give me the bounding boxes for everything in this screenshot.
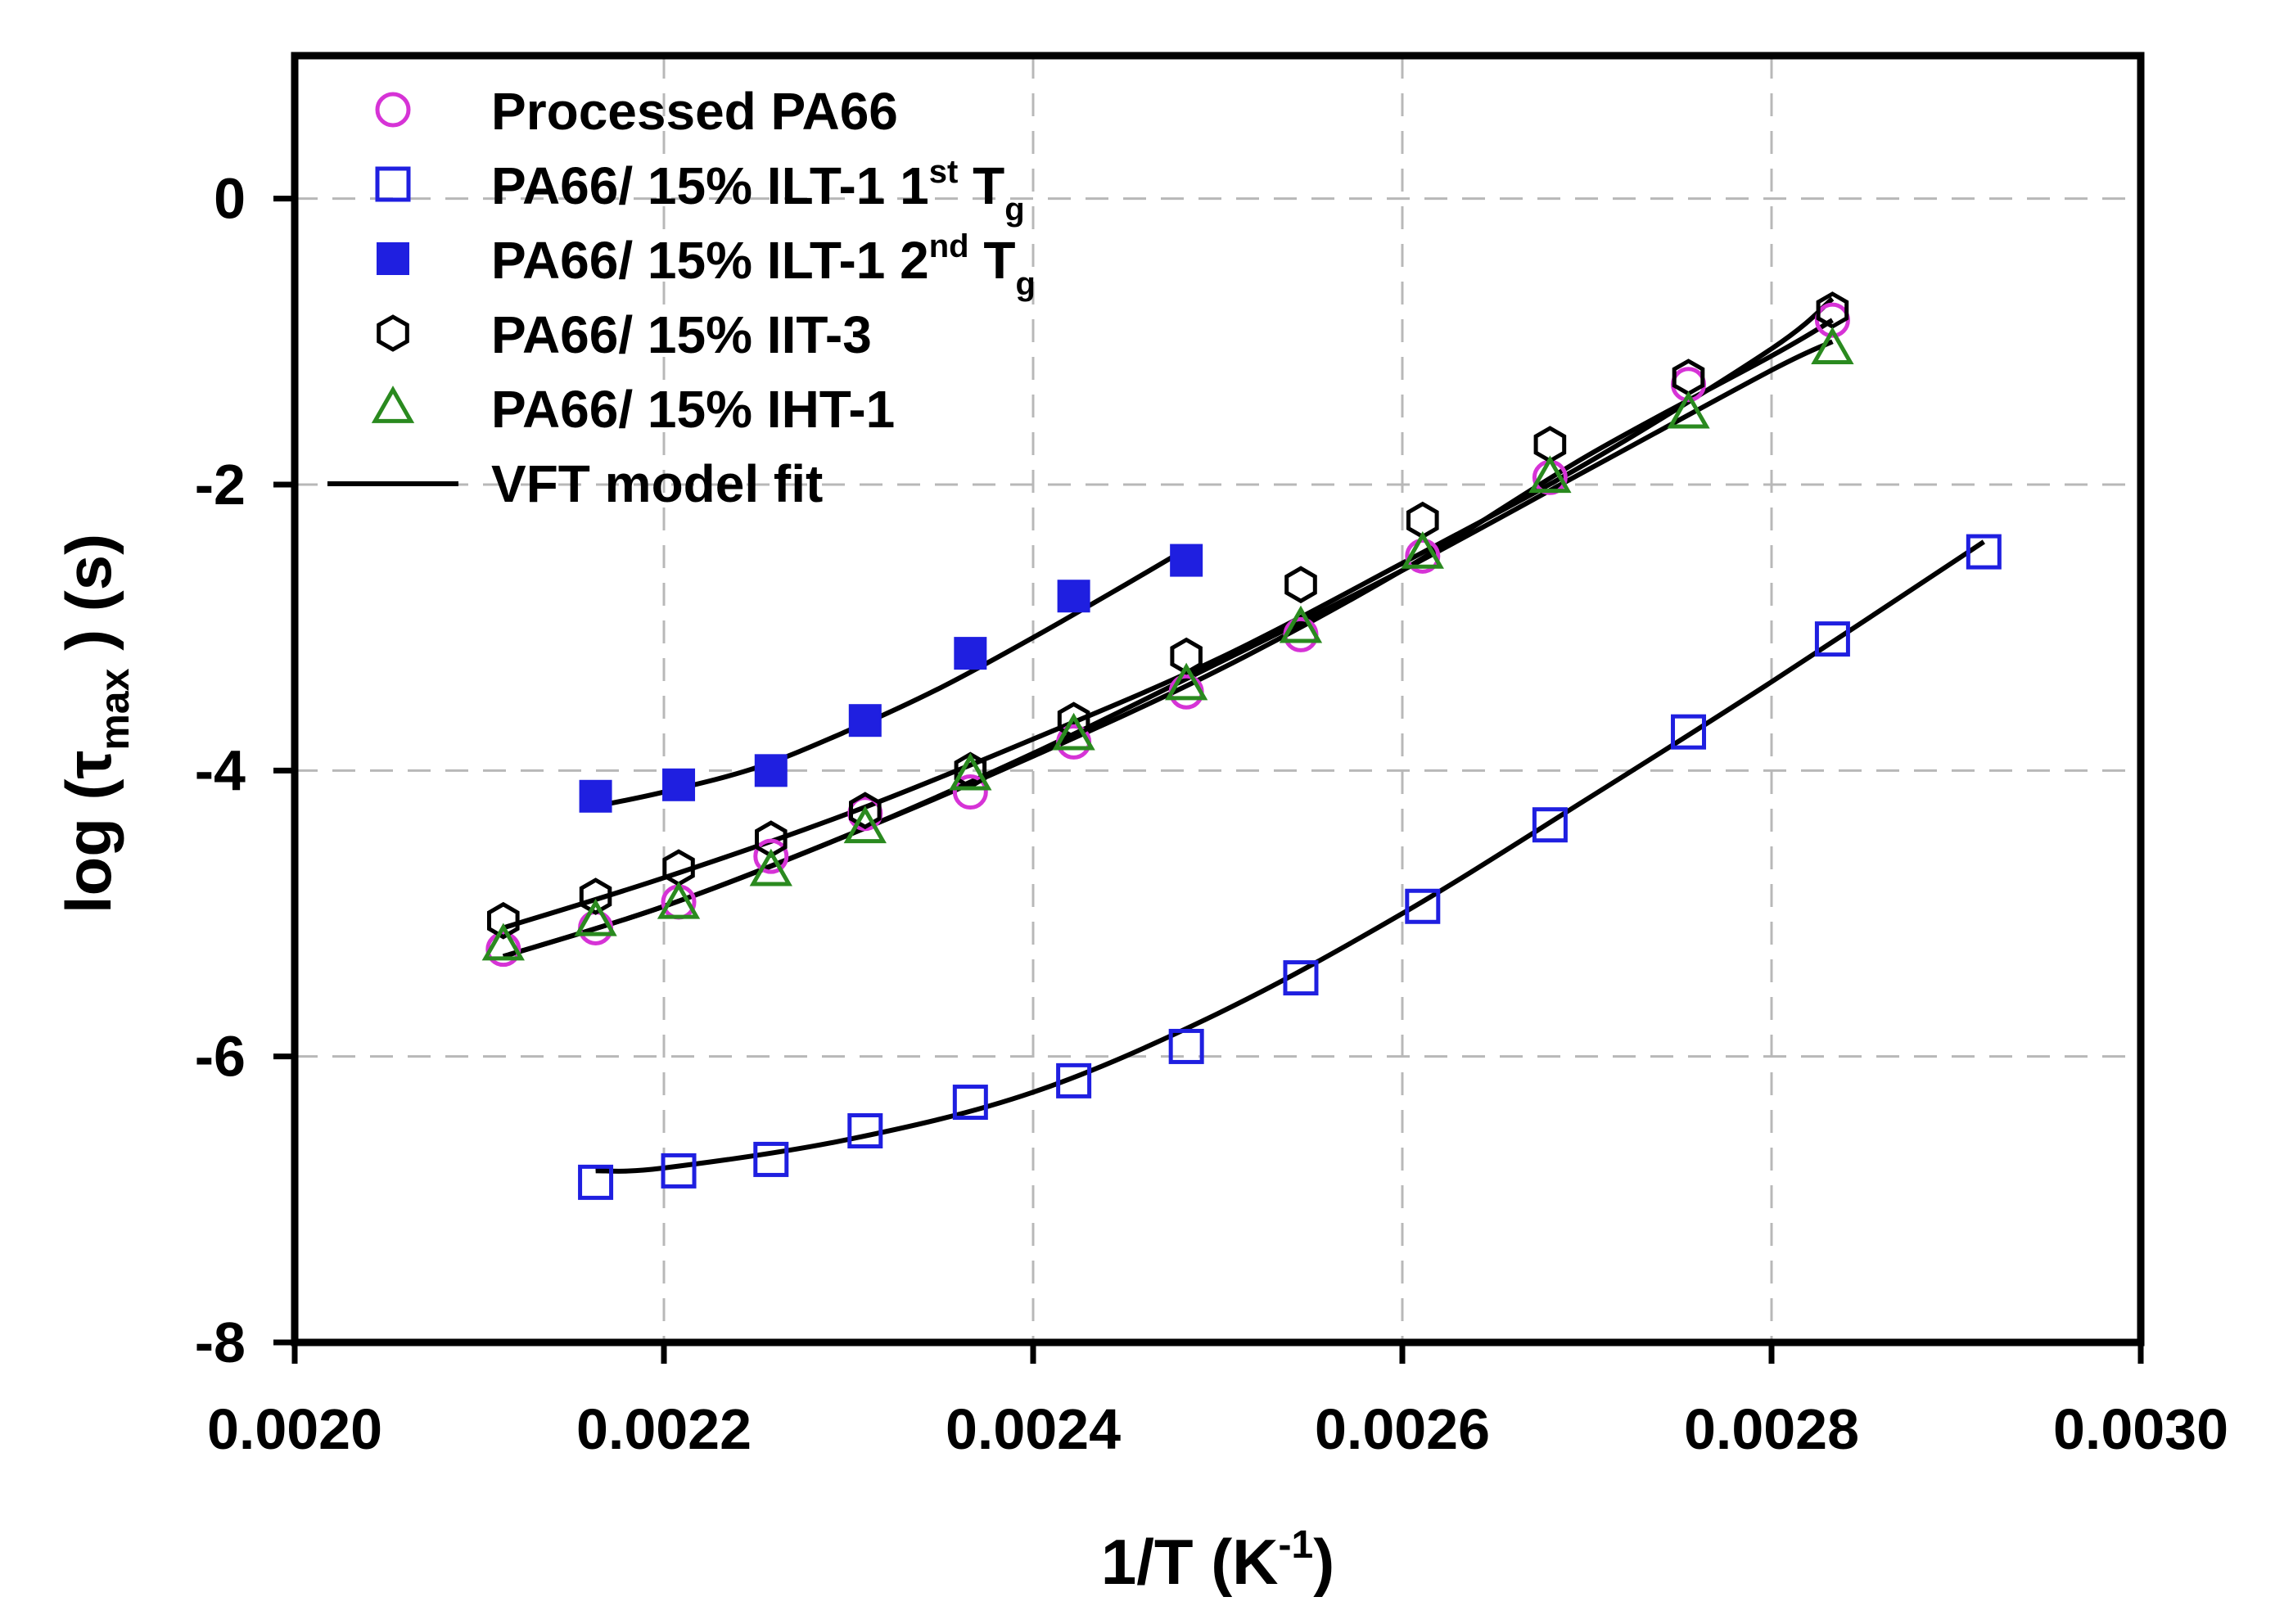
data-point: [578, 1164, 614, 1200]
x-tick-label: 0.0022: [576, 1397, 752, 1461]
data-point: [1056, 1062, 1092, 1098]
data-point: [662, 849, 695, 886]
legend-entry: Processed PA66: [375, 82, 898, 141]
data-point: [754, 754, 788, 787]
data-point: [661, 1153, 697, 1189]
grid-layer: [295, 56, 2141, 1342]
data-point: [847, 1112, 883, 1148]
data-point: [1966, 534, 2002, 570]
vft-fit-line: [502, 296, 1835, 931]
data-point: [1814, 302, 1850, 338]
legend-label: VFT model fit: [491, 454, 823, 513]
data-point: [574, 898, 617, 936]
x-tick-label: 0.0030: [2053, 1397, 2228, 1461]
vft-fit-line: [502, 339, 1834, 959]
data-point: [755, 820, 788, 858]
data-point: [753, 1141, 789, 1177]
data-point: [1284, 566, 1317, 604]
data-point: [662, 768, 696, 801]
legend-entry: PA66/ 15% IIT-3: [377, 305, 872, 364]
data-point: [1816, 291, 1849, 329]
data-point: [843, 805, 887, 844]
data-point: [954, 637, 987, 670]
data-point: [481, 923, 525, 961]
data-point: [1533, 426, 1567, 463]
data-point: [1057, 580, 1090, 613]
data-point: [1814, 621, 1850, 657]
y-tick-label: -6: [195, 1025, 246, 1089]
legend-label: PA66/ 15% ILT-1 1st Tg: [491, 154, 1025, 228]
data-point: [1165, 662, 1208, 701]
data-point: [1279, 605, 1323, 643]
data-point: [1406, 501, 1439, 539]
data-point: [1283, 960, 1319, 996]
data-point: [1057, 701, 1090, 740]
legend-entry: VFT model fit: [327, 454, 823, 513]
legend-entry: PA66/ 15% ILT-1 2nd Tg: [377, 228, 1036, 302]
data-point: [749, 848, 792, 886]
data-point: [485, 932, 521, 968]
data-point: [1405, 538, 1441, 574]
legend-label: PA66/ 15% ILT-1 2nd Tg: [491, 228, 1036, 302]
data-point: [1528, 455, 1572, 494]
x-tick-label: 0.0024: [946, 1397, 1121, 1461]
data-point: [753, 838, 789, 874]
y-tick-label: -8: [195, 1310, 246, 1374]
data-point: [1532, 807, 1568, 843]
axis-layer: 0.0020 0.0022 0.0024 0.0026 0.0028 0.0030 -8 -6…: [52, 52, 2228, 1598]
x-tick-label: 0.0028: [1684, 1397, 1859, 1461]
data-point: [952, 774, 988, 810]
legend-marker: [375, 92, 411, 128]
y-tick-label: 0: [214, 167, 246, 231]
data-point: [1667, 390, 1710, 429]
x-tick-label: 0.0026: [1315, 1397, 1490, 1461]
legend-label: PA66/ 15% IIT-3: [491, 305, 872, 364]
data-point: [949, 752, 992, 791]
legend-label: Processed PA66: [491, 82, 898, 141]
legend-label: PA66/ 15% IHT-1: [491, 380, 895, 439]
data-point: [1401, 530, 1444, 569]
y-tick-label: -4: [195, 738, 246, 802]
data-point: [848, 704, 882, 738]
data-point: [1811, 327, 1854, 364]
legend-entry: PA66/ 15% IHT-1: [371, 380, 895, 439]
x-tick-label: 0.0020: [207, 1397, 382, 1461]
data-point: [1405, 888, 1441, 924]
data-point: [657, 881, 701, 919]
y-tick-label: -2: [195, 453, 246, 517]
data-point: [1170, 544, 1203, 577]
data-point: [952, 1085, 988, 1121]
legend-entry: PA66/ 15% ILT-1 1st Tg: [375, 154, 1025, 228]
data-point: [1671, 714, 1707, 750]
data-point: [579, 877, 612, 915]
legend-marker: [371, 386, 415, 423]
data-point: [1672, 359, 1705, 396]
data-point: [1052, 712, 1095, 751]
data-point: [849, 792, 882, 830]
vft-fit-line: [595, 539, 1985, 1174]
y-axis-title: log (τmax ) (s): [52, 534, 138, 914]
legend-marker: [377, 314, 409, 352]
data-point: [487, 901, 520, 940]
x-axis-title: 1/T (K-1): [1101, 1523, 1334, 1598]
vft-fit-line: [594, 547, 1188, 809]
data-point: [579, 779, 612, 813]
legend-marker: [375, 166, 411, 202]
plot-frame: [291, 52, 2145, 1347]
data-point: [1170, 637, 1203, 675]
data-point: [1168, 1028, 1204, 1064]
legend-marker: [377, 242, 409, 275]
marker-layer: [481, 291, 2002, 1200]
